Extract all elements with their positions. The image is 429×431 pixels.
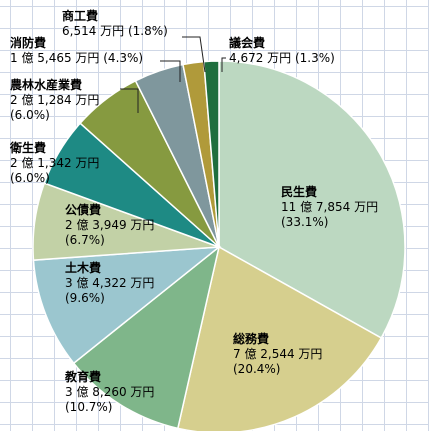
slice-amount: 6,514 万円 (1.8%) (62, 24, 168, 38)
slice-amount: 11 億 7,854 万円 (281, 200, 378, 214)
slice-amount: 2 億 1,284 万円 (10, 93, 99, 107)
slice-name: 農林水産業費 (10, 77, 82, 92)
slice-amount: 7 億 2,544 万円 (233, 347, 322, 361)
leader-lines (120, 36, 226, 113)
slice-amount: 4,672 万円 (1.3%) (229, 51, 335, 65)
pie-slice-2 (176, 245, 383, 431)
slice-amount: 3 億 4,322 万円 (65, 276, 154, 290)
slice-label-8: 消防費 1 億 5,465 万円 (4.3%) (10, 35, 143, 65)
slice-percent: (9.6%) (65, 291, 105, 305)
slice-label-4: 土木費 3 億 4,322 万円(9.6%) (65, 260, 154, 305)
slice-name: 公債費 (65, 202, 101, 217)
slice-name: 総務費 (233, 331, 269, 346)
pie-slice-4 (32, 246, 222, 365)
slice-label-6: 衛生費 2 億 1,342 万円(6.0%) (9, 140, 99, 185)
slice-label-5: 公債費 2 億 3,949 万円(6.7%) (65, 202, 154, 247)
slice-percent: (10.7%) (65, 400, 112, 414)
slice-name: 土木費 (65, 260, 101, 275)
leader-line-7 (120, 88, 139, 113)
slice-percent: (6.0%) (10, 108, 50, 122)
slice-name: 消防費 (10, 35, 46, 50)
leader-line-9 (182, 36, 206, 73)
leader-line-10 (221, 57, 226, 72)
pie-slice-1 (218, 60, 406, 339)
slice-labels: 民生費 11 億 7,854 万円(33.1%) 総務費 7 億 2,544 万円(2… (9, 8, 378, 414)
slice-percent: (20.4%) (233, 362, 280, 376)
slice-name: 教育費 (64, 369, 101, 384)
slice-name: 商工費 (62, 8, 98, 23)
slice-label-2: 総務費 7 億 2,544 万円(20.4%) (233, 331, 322, 376)
slice-label-1: 民生費 11 億 7,854 万円(33.1%) (281, 184, 378, 229)
slice-name: 議会費 (229, 35, 265, 50)
slice-amount: 2 億 3,949 万円 (65, 218, 154, 232)
slice-label-9: 商工費 6,514 万円 (1.8%) (62, 8, 168, 38)
slice-amount: 3 億 8,260 万円 (65, 385, 154, 399)
pie-slices (32, 60, 406, 431)
slice-percent: (6.7%) (65, 233, 105, 247)
slice-amount: 2 億 1,342 万円 (10, 156, 99, 170)
slice-label-3: 教育費 3 億 8,260 万円(10.7%) (64, 369, 154, 414)
slice-name: 衛生費 (9, 140, 46, 155)
slice-label-7: 農林水産業費 2 億 1,284 万円(6.0%) (10, 77, 99, 122)
slice-percent: (33.1%) (281, 215, 328, 229)
slice-label-10: 議会費 4,672 万円 (1.3%) (229, 35, 335, 65)
leader-line-8 (160, 60, 181, 82)
slice-amount: 1 億 5,465 万円 (4.3%) (10, 51, 143, 65)
pie-slice-3 (72, 245, 221, 430)
slice-percent: (6.0%) (10, 171, 50, 185)
slice-name: 民生費 (281, 184, 317, 199)
